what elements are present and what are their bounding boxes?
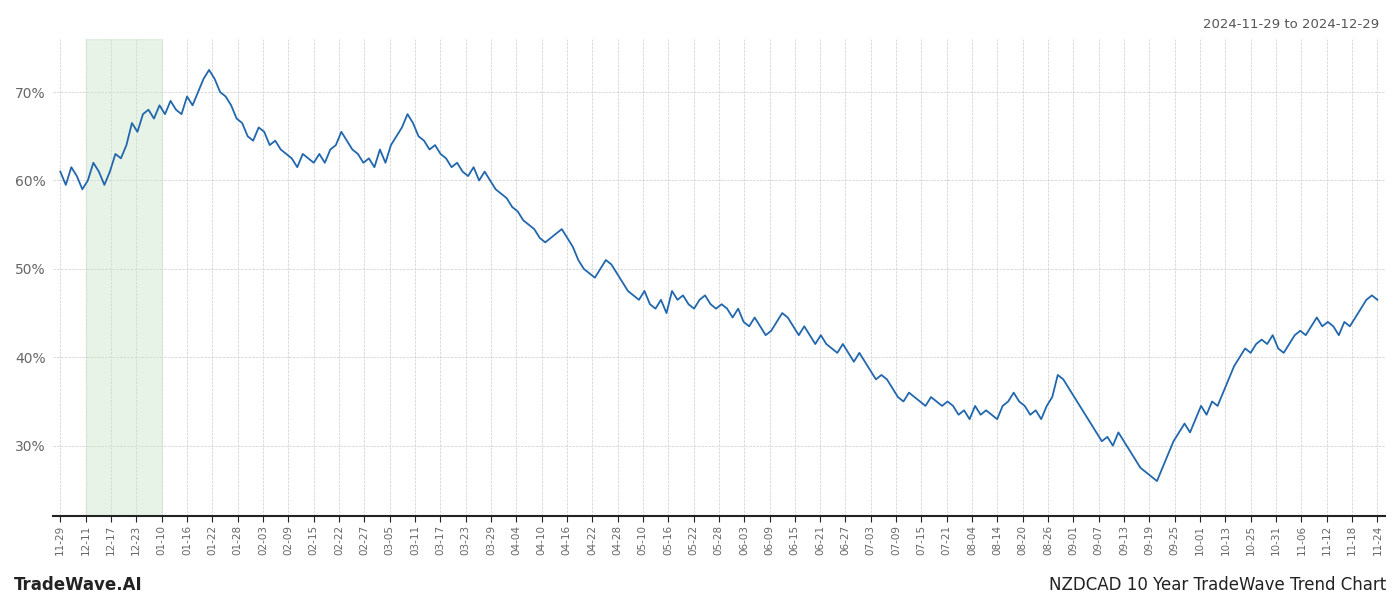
Text: TradeWave.AI: TradeWave.AI xyxy=(14,576,143,594)
Text: 2024-11-29 to 2024-12-29: 2024-11-29 to 2024-12-29 xyxy=(1203,18,1379,31)
Text: NZDCAD 10 Year TradeWave Trend Chart: NZDCAD 10 Year TradeWave Trend Chart xyxy=(1049,576,1386,594)
Bar xyxy=(85,39,161,517)
